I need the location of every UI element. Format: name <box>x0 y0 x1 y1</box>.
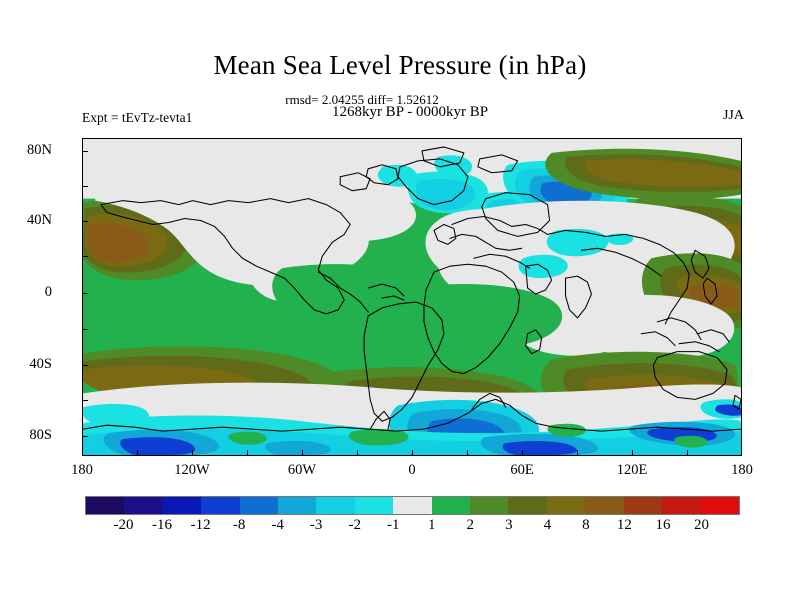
x-tick-60e <box>522 450 523 456</box>
colorbar-label-16: 16 <box>655 517 671 533</box>
y-tick-40s <box>82 365 88 366</box>
colorbar <box>85 496 740 515</box>
y-tick-0 <box>82 293 88 294</box>
statistics-annotation: rmsd= 2.04255 diff= 1.52612 <box>285 92 439 107</box>
colorbar-label-neg4: -4 <box>271 517 284 533</box>
y-axis-label-80s: 80S <box>29 427 52 443</box>
x-axis-label-60w: 60W <box>287 462 317 478</box>
x-tick-90w <box>247 450 248 456</box>
colorbar-label-4: 4 <box>543 517 552 533</box>
y-axis-label-40n: 40N <box>27 212 52 228</box>
colorbar-cell-2 <box>162 497 202 514</box>
x-tick-180w <box>82 450 83 456</box>
y-tick-20n <box>82 256 88 257</box>
y-tick-60s <box>82 400 88 401</box>
period-annotation: 1268kyr BP - 0000kyr BP <box>331 104 489 120</box>
colorbar-cell-9 <box>431 497 471 514</box>
colorbar-cell-10 <box>470 497 509 514</box>
y-tick-60n <box>82 186 88 187</box>
colorbar-cell-0 <box>86 497 125 514</box>
y-axis-label-0: 0 <box>44 284 52 300</box>
x-tick-60w <box>302 450 303 456</box>
colorbar-label-neg2: -2 <box>348 517 361 533</box>
colorbar-cell-7 <box>354 497 394 514</box>
colorbar-cell-13 <box>585 497 624 514</box>
colorbar-label-20: 20 <box>693 517 709 533</box>
colorbar-label-neg12: -12 <box>190 517 211 533</box>
colorbar-label-neg3: -3 <box>309 517 323 533</box>
x-tick-90e <box>577 450 578 456</box>
colorbar-tick-labels: -20 -16 -12 -8 -4 -3 -2 -1 1 2 3 4 8 12 16 20 <box>85 517 740 537</box>
y-axis-label-80n: 80N <box>27 142 52 158</box>
season-label: JJA <box>722 108 744 123</box>
page-title: Mean Sea Level Pressure (in hPa) <box>213 50 587 80</box>
x-axis-label-180e: 180 <box>731 462 753 478</box>
x-axis-label-0: 0 <box>408 462 416 478</box>
map-plot-area <box>82 138 742 456</box>
x-tick-150w <box>137 450 138 456</box>
x-axis-label-180w: 180 <box>71 462 93 478</box>
x-axis-label-120e: 120E <box>616 462 648 478</box>
colorbar-cell-12 <box>546 497 586 514</box>
colorbar-label-1: 1 <box>428 517 436 533</box>
y-tick-80s <box>82 436 88 437</box>
colorbar-label-neg1: -1 <box>386 517 400 533</box>
colorbar-cell-15 <box>662 497 701 514</box>
colorbar-cell-3 <box>201 497 240 514</box>
colorbar-label-3: 3 <box>505 517 513 533</box>
y-tick-80n <box>82 151 88 152</box>
colorbar-label-neg16: -16 <box>152 517 173 533</box>
x-axis-label-60e: 60E <box>510 462 534 478</box>
colorbar-label-12: 12 <box>616 517 632 533</box>
x-tick-0 <box>412 450 413 456</box>
colorbar-cell-1 <box>124 497 163 514</box>
colorbar-cell-16 <box>700 497 739 514</box>
x-tick-30e <box>467 450 468 456</box>
x-tick-120e <box>632 450 633 456</box>
experiment-label: Expt = tEvTz-tevta1 <box>82 110 193 125</box>
colorbar-label-neg8: -8 <box>232 517 246 533</box>
x-tick-150e <box>687 450 688 456</box>
colorbar-cell-6 <box>316 497 355 514</box>
colorbar-cell-8 <box>393 497 432 514</box>
colorbar-cell-11 <box>508 497 547 514</box>
y-tick-20s <box>82 329 88 330</box>
colorbar-label-2: 2 <box>466 517 475 533</box>
x-tick-120w <box>192 450 193 456</box>
map-canvas <box>83 139 741 455</box>
x-tick-30w <box>357 450 358 456</box>
colorbar-cell-4 <box>239 497 279 514</box>
colorbar-cell-5 <box>278 497 317 514</box>
colorbar-cell-14 <box>623 497 663 514</box>
colorbar-label-8: 8 <box>582 517 590 533</box>
coastlines <box>83 146 741 432</box>
y-tick-40n <box>82 221 88 222</box>
x-axis-label-120w: 120W <box>174 462 210 478</box>
y-axis-label-40s: 40S <box>29 356 52 372</box>
colorbar-label-neg20: -20 <box>113 517 134 533</box>
